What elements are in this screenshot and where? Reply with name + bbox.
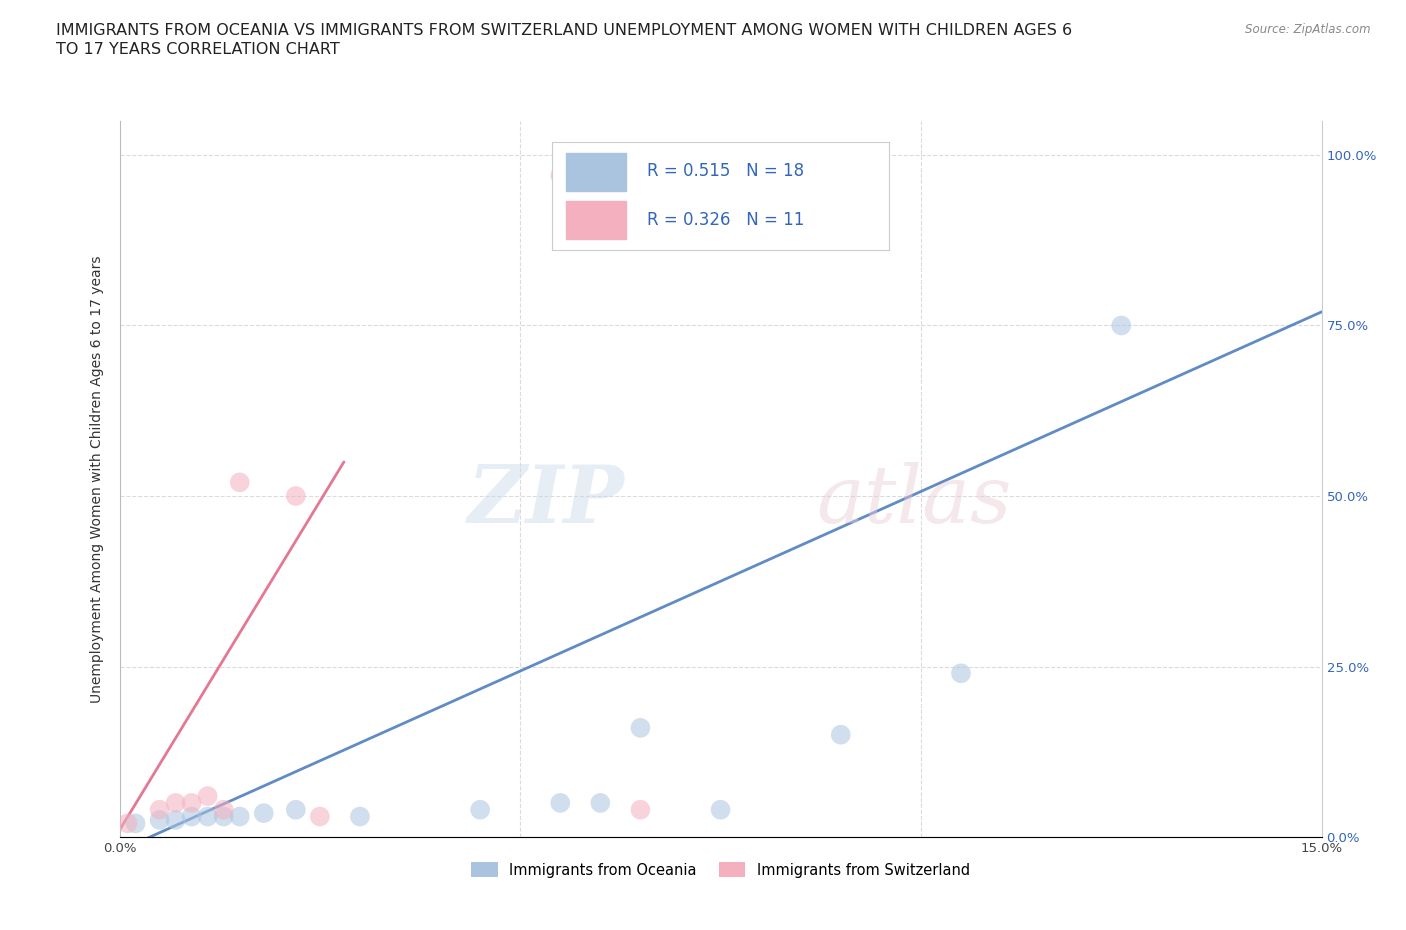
Point <box>197 809 219 824</box>
Point <box>212 803 235 817</box>
Point <box>197 789 219 804</box>
Text: ZIP: ZIP <box>468 461 624 539</box>
Point <box>149 813 172 828</box>
Point <box>228 809 252 824</box>
Point <box>550 795 572 810</box>
Point <box>165 813 187 828</box>
Text: atlas: atlas <box>817 461 1012 539</box>
Point <box>589 795 612 810</box>
Point <box>349 809 371 824</box>
Point <box>1111 318 1133 333</box>
Point <box>117 816 139 830</box>
Point <box>180 809 202 824</box>
Point <box>468 803 492 817</box>
Point <box>630 721 652 736</box>
Point <box>830 727 852 742</box>
Point <box>124 816 146 830</box>
Point <box>228 475 252 490</box>
Point <box>149 803 172 817</box>
Point <box>630 803 652 817</box>
Point <box>165 795 187 810</box>
Point <box>309 809 332 824</box>
Text: IMMIGRANTS FROM OCEANIA VS IMMIGRANTS FROM SWITZERLAND UNEMPLOYMENT AMONG WOMEN : IMMIGRANTS FROM OCEANIA VS IMMIGRANTS FR… <box>56 23 1073 38</box>
Point <box>550 168 572 183</box>
Y-axis label: Unemployment Among Women with Children Ages 6 to 17 years: Unemployment Among Women with Children A… <box>90 255 104 703</box>
Text: Source: ZipAtlas.com: Source: ZipAtlas.com <box>1246 23 1371 36</box>
Legend: Immigrants from Oceania, Immigrants from Switzerland: Immigrants from Oceania, Immigrants from… <box>465 857 976 884</box>
Text: TO 17 YEARS CORRELATION CHART: TO 17 YEARS CORRELATION CHART <box>56 42 340 57</box>
Point <box>212 809 235 824</box>
Point <box>284 803 307 817</box>
Point <box>709 803 731 817</box>
Point <box>180 795 202 810</box>
Point <box>253 805 276 820</box>
Point <box>284 488 307 503</box>
Point <box>950 666 973 681</box>
